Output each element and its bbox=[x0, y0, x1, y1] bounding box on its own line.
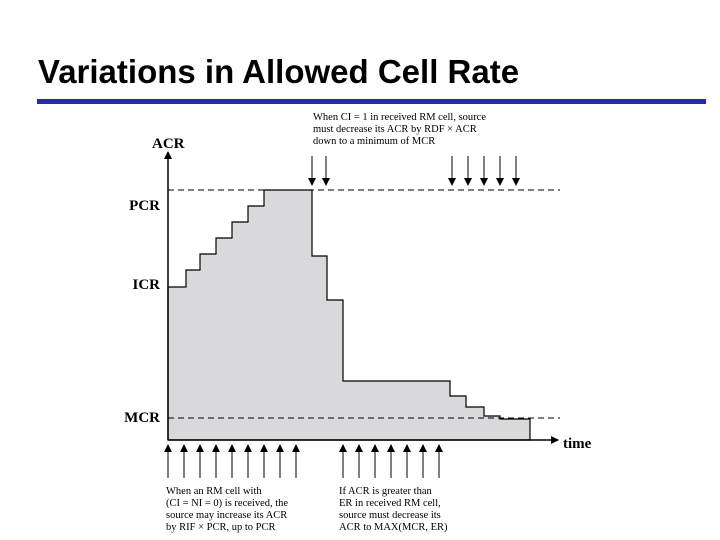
notes: When CI = 1 in received RM cell, sourcem… bbox=[166, 112, 486, 533]
arrow-head bbox=[435, 444, 443, 452]
title-rule bbox=[37, 99, 706, 104]
arrow-head bbox=[480, 178, 488, 186]
arrow-head bbox=[244, 444, 252, 452]
arrow-head bbox=[448, 178, 456, 186]
annotation-line: When CI = 1 in received RM cell, source bbox=[313, 112, 486, 123]
annotation-line: down to a minimum of MCR bbox=[313, 136, 435, 147]
arrow-head bbox=[260, 444, 268, 452]
arrow-head bbox=[212, 444, 220, 452]
arrow-head bbox=[164, 444, 172, 452]
level-label: MCR bbox=[124, 410, 160, 426]
acr-curve bbox=[167, 189, 531, 441]
arrow-head bbox=[180, 444, 188, 452]
arrow-head bbox=[371, 444, 379, 452]
y-axis-label: ACR bbox=[152, 136, 185, 152]
annotation-line: (CI = NI = 0) is received, the bbox=[166, 498, 288, 509]
annotation-line: source must decrease its bbox=[339, 510, 441, 521]
arrow-head bbox=[403, 444, 411, 452]
arrow-head bbox=[464, 178, 472, 186]
arrow-head bbox=[419, 444, 427, 452]
annotation-line: If ACR is greater than bbox=[339, 486, 432, 497]
annotation-line: ACR to MAX(MCR, ER) bbox=[339, 522, 448, 533]
annotation-line: by RIF × PCR, up to PCR bbox=[166, 522, 276, 533]
arrow-head bbox=[228, 444, 236, 452]
arrow-head bbox=[196, 444, 204, 452]
x-axis-label: time bbox=[563, 436, 592, 452]
arrow-head bbox=[276, 444, 284, 452]
arrow-head bbox=[308, 178, 316, 186]
title: Variations in Allowed Cell Rate bbox=[38, 53, 519, 90]
annotation-line: must decrease its ACR by RDF × ACR bbox=[313, 124, 477, 135]
arrow-head bbox=[292, 444, 300, 452]
arrow-head bbox=[387, 444, 395, 452]
arrow-head bbox=[322, 178, 330, 186]
arrow-head bbox=[512, 178, 520, 186]
level-label: ICR bbox=[132, 277, 160, 293]
arrow-head bbox=[355, 444, 363, 452]
annotation-line: ER in received RM cell, bbox=[339, 498, 441, 509]
arrow-head bbox=[339, 444, 347, 452]
arrow-head bbox=[496, 178, 504, 186]
arrows bbox=[164, 156, 520, 478]
annotation-line: When an RM cell with bbox=[166, 486, 262, 497]
level-label: PCR bbox=[129, 198, 160, 214]
annotation-line: source may increase its ACR bbox=[166, 510, 287, 521]
